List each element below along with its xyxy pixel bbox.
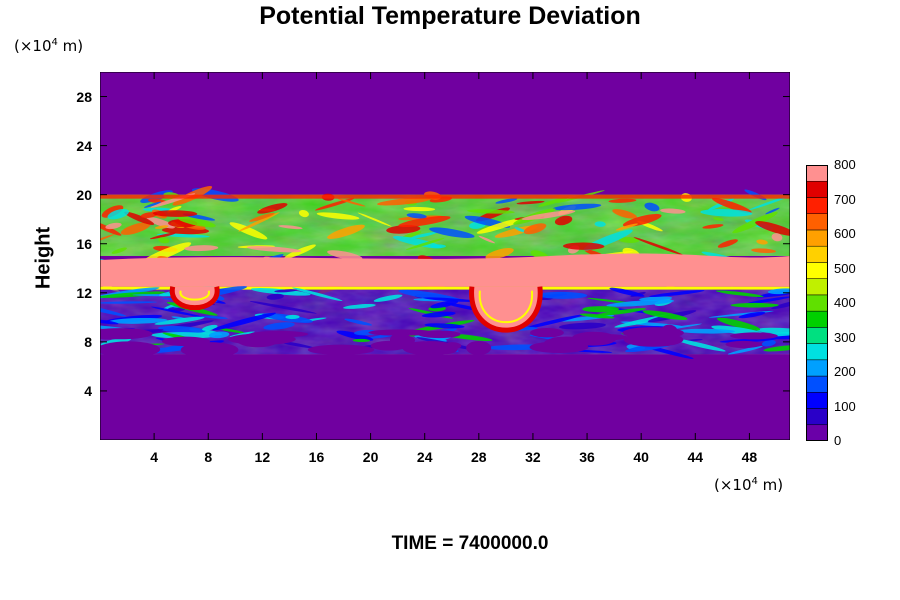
x-tick-label: 32: [525, 449, 541, 465]
y-tick-label: 20: [76, 186, 92, 203]
x-axis-unit: (×104 m): [714, 476, 784, 494]
x-tick-label: 44: [687, 449, 704, 465]
colorbar-swatch: [806, 229, 828, 247]
colorbar-swatch: [806, 278, 828, 296]
colorbar-swatch: [806, 392, 828, 409]
colorbar-label: 800: [834, 157, 856, 172]
y-tick-label: 12: [76, 284, 92, 301]
y-axis-label: Height: [32, 226, 55, 290]
colorbar-swatch: [806, 245, 828, 263]
colorbar-swatch: [806, 310, 828, 328]
colorbar-swatch: [806, 213, 828, 231]
colorbar-swatch: [806, 327, 828, 344]
x-tick-label: 28: [471, 449, 487, 465]
x-tick-label: 12: [254, 449, 271, 465]
y-tick-label: 24: [76, 137, 92, 154]
colorbar-label: 500: [834, 260, 856, 276]
y-tick-label: 28: [76, 88, 92, 105]
x-tick-label: 24: [416, 449, 433, 465]
colorbar-label: 400: [834, 295, 856, 310]
colorbar-label: 600: [834, 226, 856, 241]
chart-title: Potential Temperature Deviation: [259, 2, 641, 30]
colorbar-swatch: [806, 262, 828, 279]
x-tick-label: 16: [308, 449, 325, 465]
colorbar-swatch: [806, 165, 828, 182]
colorbar: [806, 165, 828, 441]
colorbar-label: 100: [834, 398, 856, 414]
colorbar-swatch: [806, 359, 828, 377]
x-tick-label: 40: [633, 449, 649, 465]
colorbar-swatch: [806, 294, 828, 312]
colorbar-swatch: [806, 197, 828, 214]
colorbar-swatch: [806, 424, 828, 441]
colorbar-swatch: [806, 343, 828, 361]
heatmap-plot: [100, 72, 790, 440]
y-axis-unit: (×104 m): [14, 37, 84, 55]
x-tick-label: 8: [204, 449, 213, 465]
colorbar-swatch: [806, 375, 828, 393]
colorbar-label: 700: [834, 191, 856, 207]
y-tick-label: 16: [76, 235, 92, 252]
colorbar-swatch: [806, 408, 828, 426]
colorbar-label: 0: [834, 433, 842, 448]
x-tick-label: 4: [150, 449, 158, 465]
y-tick-label: 8: [84, 333, 92, 350]
time-label: TIME = 7400000.0: [391, 533, 549, 554]
x-tick-label: 48: [741, 449, 758, 465]
turbulent-layer: [100, 186, 790, 359]
y-tick-label: 4: [84, 382, 92, 399]
colorbar-swatch: [806, 180, 828, 198]
colorbar-label: 200: [834, 364, 856, 379]
x-tick-label: 20: [362, 449, 379, 465]
colorbar-label: 300: [834, 329, 856, 345]
x-tick-label: 36: [579, 449, 595, 465]
